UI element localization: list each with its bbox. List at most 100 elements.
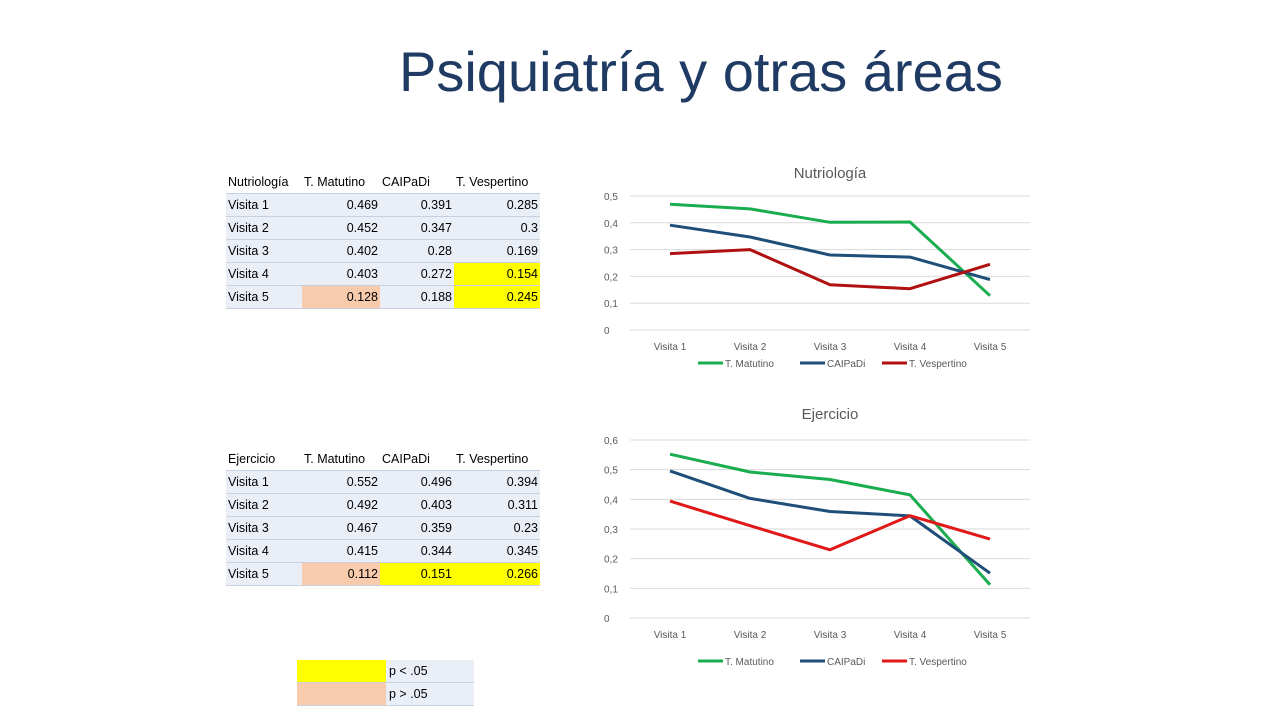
- row-label: Visita 5: [226, 285, 302, 309]
- legend-label: T. Matutino: [725, 657, 774, 668]
- legend-label: T. Vespertino: [909, 657, 967, 668]
- significance-label: p < .05: [386, 660, 474, 683]
- table-cell: 0.266: [454, 562, 540, 586]
- y-tick-label: 0,2: [604, 555, 618, 566]
- table-cell: 0.552: [302, 470, 380, 494]
- table-cell: 0.285: [454, 193, 540, 217]
- y-tick-label: 0: [604, 326, 610, 337]
- table-header-cell: CAIPaDi: [380, 171, 454, 194]
- x-tick-label: Visita 5: [974, 630, 1007, 641]
- significance-swatch: [297, 682, 386, 706]
- table-header-cell: CAIPaDi: [380, 448, 454, 471]
- legend-label: CAIPaDi: [827, 359, 865, 370]
- row-label: Visita 3: [226, 516, 302, 540]
- x-tick-label: Visita 4: [894, 630, 927, 641]
- legend-label: T. Vespertino: [909, 359, 967, 370]
- y-tick-label: 0,6: [604, 436, 618, 447]
- table-cell: 0.403: [380, 493, 454, 517]
- table-cell: 0.415: [302, 539, 380, 563]
- x-tick-label: Visita 2: [734, 342, 767, 353]
- x-tick-label: Visita 3: [814, 342, 847, 353]
- y-tick-label: 0,3: [604, 525, 618, 536]
- table-row: Visita 1 0.552 0.496 0.394: [226, 470, 540, 494]
- series-line: [669, 223, 991, 282]
- table-cell: 0.23: [454, 516, 540, 540]
- table-cell: 0.112: [302, 562, 380, 586]
- table-row: Visita 4 0.403 0.272 0.154: [226, 262, 540, 286]
- significance-legend: p < .05 p > .05: [297, 660, 474, 706]
- legend-label: T. Matutino: [725, 359, 774, 370]
- series-line: [669, 452, 992, 586]
- table-row: Visita 5 0.112 0.151 0.266: [226, 562, 540, 586]
- table-cell: 0.128: [302, 285, 380, 309]
- table-cell: 0.151: [380, 562, 454, 586]
- x-tick-label: Visita 1: [654, 630, 687, 641]
- table-cell: 0.359: [380, 516, 454, 540]
- ejercicio-chart: Ejercicio 0 0,1 0,2 0,3 0,4 0,5 0,6 Visita 1 Visi…: [604, 406, 1030, 668]
- table-cell: 0.3: [454, 216, 540, 240]
- table-header-cell: Ejercicio: [226, 448, 302, 471]
- table-row: Visita 3 0.402 0.28 0.169: [226, 239, 540, 263]
- y-tick-label: 0: [604, 614, 610, 625]
- y-tick-label: 0,2: [604, 272, 618, 283]
- nutriologia-table: Nutriología T. Matutino CAIPaDi T. Vespe…: [226, 171, 540, 309]
- table-cell: 0.272: [380, 262, 454, 286]
- table-cell: 0.467: [302, 516, 380, 540]
- table-header-cell: Nutriología: [226, 171, 302, 194]
- significance-label: p > .05: [386, 682, 474, 706]
- y-tick-label: 0,4: [604, 219, 618, 230]
- table-cell: 0.344: [380, 539, 454, 563]
- chart-title: Ejercicio: [802, 406, 859, 423]
- table-header-cell: T. Matutino: [302, 448, 380, 471]
- series-line: [669, 202, 992, 297]
- row-label: Visita 4: [226, 262, 302, 286]
- y-tick-label: 0,1: [604, 299, 618, 310]
- x-tick-label: Visita 3: [814, 630, 847, 641]
- y-tick-label: 0,5: [604, 192, 618, 203]
- table-cell: 0.403: [302, 262, 380, 286]
- row-label: Visita 1: [226, 470, 302, 494]
- table-header-cell: T. Vespertino: [454, 171, 540, 194]
- y-tick-label: 0,3: [604, 246, 618, 257]
- significance-swatch: [297, 660, 386, 683]
- table-cell: 0.402: [302, 239, 380, 263]
- x-tick-label: Visita 1: [654, 342, 687, 353]
- table-cell: 0.245: [454, 285, 540, 309]
- row-label: Visita 1: [226, 193, 302, 217]
- table-cell: 0.154: [454, 262, 540, 286]
- nutriologia-chart: Nutriología 0 0,1 0,2 0,3 0,4 0,5 Visita 1 Visit…: [604, 165, 1030, 370]
- table-cell: 0.28: [380, 239, 454, 263]
- table-row: Visita 2 0.492 0.403 0.311: [226, 493, 540, 517]
- table-cell: 0.347: [380, 216, 454, 240]
- slide-title: Psiquiatría y otras áreas: [399, 40, 1003, 103]
- y-tick-label: 0,1: [604, 584, 618, 595]
- table-row: Visita 5 0.128 0.188 0.245: [226, 285, 540, 309]
- row-label: Visita 2: [226, 493, 302, 517]
- table-cell: 0.391: [380, 193, 454, 217]
- table-row: Visita 1 0.469 0.391 0.285: [226, 193, 540, 217]
- table-cell: 0.452: [302, 216, 380, 240]
- x-tick-label: Visita 5: [974, 342, 1007, 353]
- legend-label: CAIPaDi: [827, 657, 865, 668]
- series-line: [669, 248, 991, 291]
- y-tick-label: 0,4: [604, 495, 618, 506]
- y-tick-label: 0,5: [604, 466, 618, 477]
- series-line: [669, 469, 991, 575]
- table-cell: 0.492: [302, 493, 380, 517]
- legend-row: p < .05: [297, 660, 474, 683]
- table-header-cell: T. Vespertino: [454, 448, 540, 471]
- table-cell: 0.496: [380, 470, 454, 494]
- row-label: Visita 5: [226, 562, 302, 586]
- table-cell: 0.169: [454, 239, 540, 263]
- table-row: Visita 2 0.452 0.347 0.3: [226, 216, 540, 240]
- table-cell: 0.345: [454, 539, 540, 563]
- row-label: Visita 2: [226, 216, 302, 240]
- table-cell: 0.394: [454, 470, 540, 494]
- table-header-cell: T. Matutino: [302, 171, 380, 194]
- table-cell: 0.311: [454, 493, 540, 517]
- chart-title: Nutriología: [794, 165, 867, 182]
- table-cell: 0.469: [302, 193, 380, 217]
- table-row: Visita 4 0.415 0.344 0.345: [226, 539, 540, 563]
- row-label: Visita 4: [226, 539, 302, 563]
- legend-row: p > .05: [297, 682, 474, 706]
